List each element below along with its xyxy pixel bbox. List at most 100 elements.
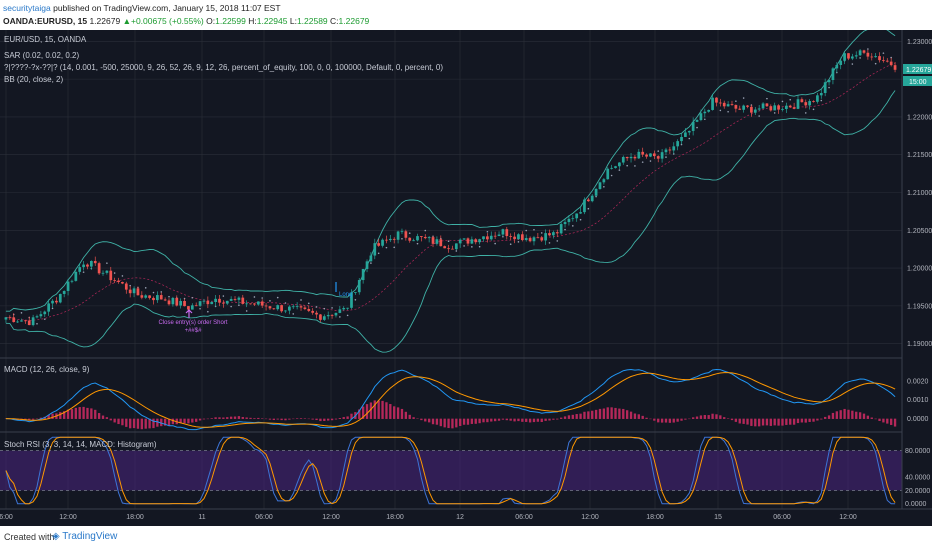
candle-body [416,236,419,241]
sar-dot [331,307,333,309]
sar-dot [486,230,489,233]
macd-hist-bar [509,418,512,421]
macd-hist-bar [447,418,450,429]
macd-hist-bar [466,418,470,425]
candle-body [124,283,128,290]
candle-body [260,301,264,306]
macd-hist-bar [420,418,423,421]
candle-body [474,239,478,243]
time-tick-label: 12:00 [322,514,340,521]
candle-body [39,314,43,317]
candle-body [206,300,210,305]
sar-dot [781,100,784,103]
macd-hist-bar [268,418,272,420]
macd-hist-bar [319,418,322,422]
sar-dot [424,229,427,232]
sar-dot [323,307,326,310]
candle-body [687,130,691,133]
time-tick-label: 11 [198,514,205,521]
macd-hist-bar [245,417,248,419]
legend-stoch[interactable]: Stoch RSI (3, 3, 14, 14, MACD: Histogram… [4,440,157,449]
candle-body [513,236,516,240]
candle-body [753,109,757,113]
macd-hist-bar [385,402,388,419]
candle-body [532,237,536,242]
sar-dot [595,195,597,198]
macd-hist-bar [257,417,260,419]
price-tick-label: 1.23000 [907,39,932,46]
sar-dot [657,150,660,152]
macd-hist-bar [237,416,241,419]
candle-body [528,238,532,242]
macd-line [5,368,896,431]
sar-dot [735,100,737,102]
macd-hist-bar [567,415,571,419]
chart-area[interactable]: 1.230001.225001.220001.215001.210001.205… [0,30,932,526]
macd-hist-bar [796,418,800,424]
candle-body [140,295,144,298]
legend-macd[interactable]: MACD (12, 26, close, 9) [4,365,90,374]
low-value: 1.22589 [296,16,328,26]
candle-body [58,293,62,303]
candle-body [722,102,726,107]
macd-hist-bar [160,418,163,427]
bb-basis [5,62,896,321]
sar-dot [564,228,566,231]
sar-dot [509,243,512,246]
macd-hist-bar [117,418,120,425]
published-text: published on TradingView.com, January 15… [53,3,281,13]
macd-hist-bar [323,418,326,421]
low-label: L: [289,16,297,26]
macd-hist-bar [583,411,586,419]
legend-sar[interactable]: SAR (0.02, 0.02, 0.2) [4,51,79,60]
macd-hist-bar [858,412,862,419]
macd-hist-bar [738,418,741,424]
macd-hist-bar [121,418,124,426]
legend-strategy[interactable]: ?|????-?x-??|? (14, 0.001, -500, 25000, … [4,63,443,72]
macd-hist-bar [563,416,567,419]
stoch-band [0,450,902,491]
macd-hist-bar [295,418,299,419]
macd-hist-bar [657,418,660,423]
candle-body [338,309,342,313]
candle-body [295,306,299,308]
sar-dot [245,310,248,312]
candle-body [346,307,349,309]
candle-body [788,105,792,108]
candle-body [781,108,784,110]
candle-body [354,292,357,294]
macd-hist-bar [404,411,408,419]
macd-hist-bar [132,418,136,429]
macd-hist-bar [831,412,835,419]
close-label: C: [330,16,339,26]
stoch-tick-label: 0.0000 [905,501,927,508]
macd-hist-bar [443,418,446,428]
legend-bb[interactable]: BB (20, close, 2) [4,75,63,84]
candle-body [272,308,276,310]
long-entry-marker[interactable]: Long [335,282,352,298]
candle-body [241,297,245,304]
candle-body [159,295,163,300]
sar-dot [377,252,380,255]
author-link[interactable]: securitytaiga [3,3,51,13]
candle-body [850,56,854,59]
candle-body [575,213,579,219]
macd-hist-bar [715,414,718,419]
macd-hist-bar [827,415,831,419]
candle-body [136,288,140,296]
candle-body [369,255,373,262]
candle-body [187,306,190,310]
macd-hist-bar [618,408,621,419]
candle-body [237,297,241,300]
macd-hist-bar [358,409,361,419]
sar-dot [385,246,388,249]
candle-body [796,99,800,109]
candle-body [156,295,159,301]
tradingview-logo[interactable]: ◈ TradingView [52,531,118,542]
price-tick-label: 1.21500 [907,152,932,159]
candle-body [559,224,563,234]
short-close-marker[interactable]: Close entry(s) order Short +##$# [158,309,228,334]
candle-body [606,168,610,180]
candle-body [388,238,392,241]
macd-hist-bar [39,417,43,419]
